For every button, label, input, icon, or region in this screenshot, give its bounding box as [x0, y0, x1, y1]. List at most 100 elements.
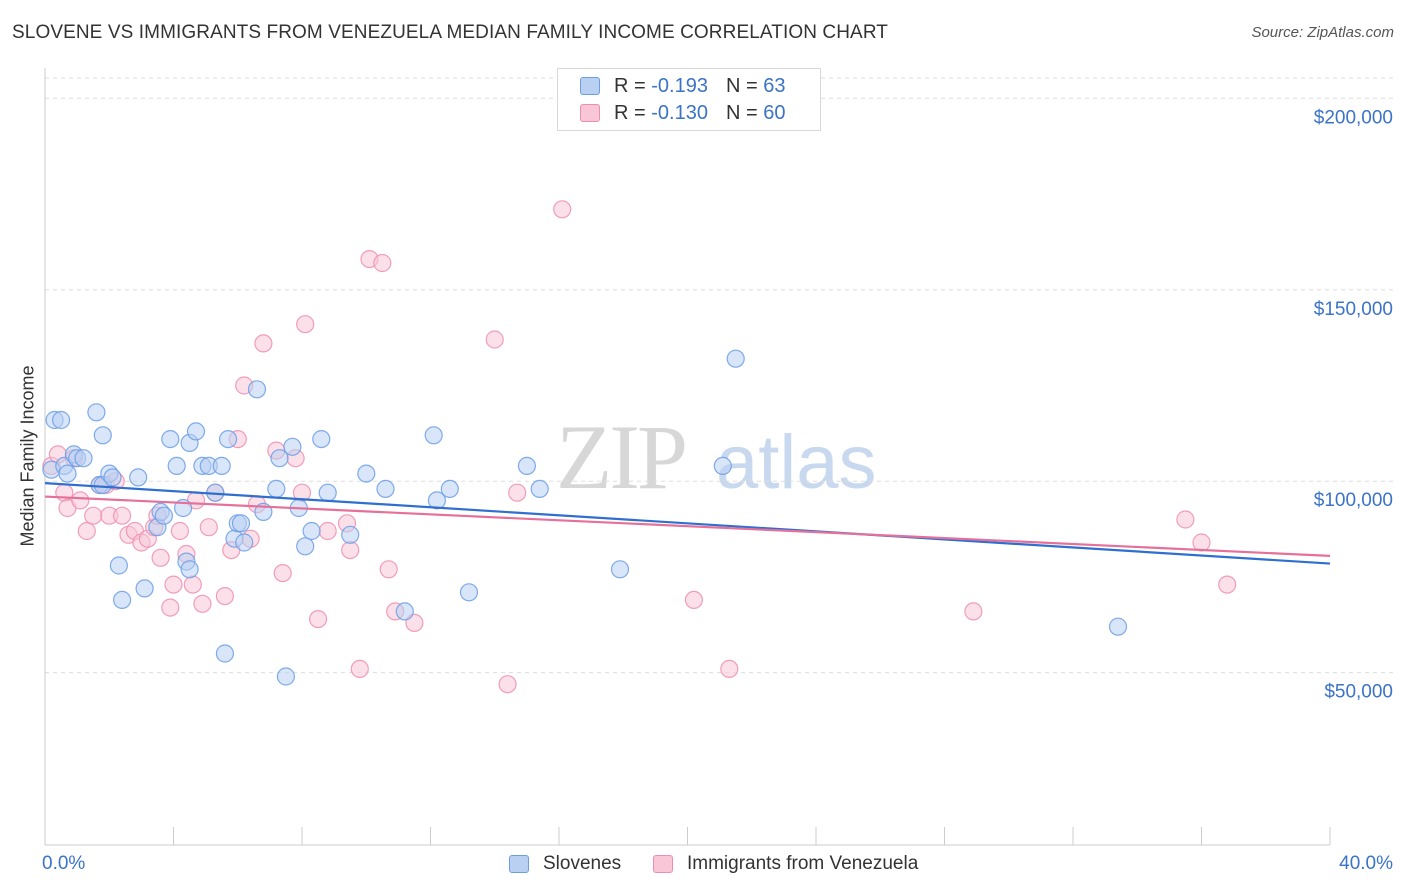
slovene-point — [219, 430, 238, 449]
n-value: 60 — [763, 101, 786, 124]
venezuela-point — [84, 506, 103, 525]
chart-title: SLOVENE VS IMMIGRANTS FROM VENEZUELA MED… — [12, 22, 889, 43]
venezuela-point — [684, 590, 704, 610]
venezuela-point — [183, 575, 202, 594]
venezuela-point — [71, 491, 90, 510]
watermark: ZIP atlas — [556, 406, 877, 508]
legend-row-slovenes: R = -0.193 N = 63 — [580, 74, 785, 98]
x-tick-label-min: 0.0% — [42, 853, 85, 874]
slovene-point — [215, 644, 234, 663]
venezuela-point — [350, 659, 369, 679]
venezuela-point — [498, 675, 517, 694]
venezuela-point — [373, 253, 392, 273]
r-value: -0.130 — [651, 101, 708, 124]
slovene-point — [341, 525, 360, 544]
venezuela-point — [964, 602, 983, 621]
venezuela-point — [318, 521, 337, 541]
venezuela-point — [254, 334, 273, 353]
venezuela-swatch — [580, 104, 600, 122]
n-label: N = — [725, 74, 758, 97]
source-label[interactable]: Source: ZipAtlas.com — [1251, 24, 1394, 41]
x-tick-label-max: 40.0% — [1339, 853, 1393, 874]
venezuela-swatch — [653, 855, 673, 873]
slovene-point — [109, 556, 129, 575]
venezuela-point — [1192, 533, 1211, 552]
slovene-point — [357, 464, 376, 483]
slovene-point — [713, 456, 732, 475]
slovene-point — [180, 560, 199, 579]
slovene-point — [283, 437, 302, 456]
series-slovenes-points — [42, 349, 1128, 686]
y-tick-label: $100,000 — [1314, 490, 1393, 511]
slovene-point — [212, 456, 231, 475]
slovene-point — [1108, 617, 1128, 636]
venezuela-point — [170, 521, 189, 541]
slovene-point — [424, 426, 443, 445]
venezuela-point — [485, 330, 504, 349]
x-tick-labels: 0.0% 40.0% — [42, 853, 1393, 874]
venezuela-point — [720, 659, 739, 679]
slovene-point — [93, 426, 112, 445]
slovene-point — [395, 602, 414, 621]
venezuela-point — [193, 594, 212, 613]
n-label: N = — [725, 101, 758, 124]
axes — [44, 68, 1331, 846]
slovene-point — [312, 430, 331, 449]
slovene-point — [167, 456, 186, 475]
n-value: 63 — [763, 74, 786, 97]
slovene-point — [726, 349, 745, 368]
venezuela-point — [309, 609, 328, 629]
legend-item-venezuela[interactable]: Immigrants from Venezuela — [653, 852, 918, 876]
slovene-point — [459, 583, 479, 602]
r-label: R = — [614, 101, 646, 124]
slovene-point — [302, 521, 321, 541]
slovene-point — [51, 410, 71, 430]
r-label: R = — [614, 74, 646, 97]
watermark-zip: ZIP — [556, 406, 685, 508]
slovene-point — [610, 560, 630, 579]
trend-line-slovenes — [44, 482, 1331, 565]
trend-lines — [44, 482, 1331, 565]
legend-item-slovenes[interactable]: Slovenes — [509, 852, 621, 876]
slovene-point — [154, 506, 173, 525]
slovene-point — [247, 380, 267, 399]
y-tick-label: $200,000 — [1314, 107, 1393, 128]
slovene-point — [235, 533, 254, 552]
legend-row-venezuela: R = -0.130 N = 60 — [580, 101, 785, 125]
slovene-point — [231, 514, 251, 533]
venezuela-point — [164, 575, 183, 594]
slovene-point — [270, 449, 289, 468]
slovene-point — [517, 456, 537, 475]
legend-label-slovenes: Slovenes — [543, 853, 622, 874]
y-tick-labels: $50,000 $100,000 $150,000 $200,000 — [1314, 107, 1393, 702]
venezuela-point — [553, 200, 572, 219]
slovene-point — [103, 468, 122, 487]
slovene-point — [440, 479, 459, 498]
slovene-point — [112, 590, 132, 610]
venezuela-point — [161, 598, 180, 617]
venezuela-point — [151, 548, 170, 567]
y-tick-label: $50,000 — [1324, 682, 1393, 703]
slovene-point — [267, 479, 286, 498]
venezuela-point — [215, 586, 234, 606]
slovene-point — [186, 422, 206, 441]
venezuela-point — [341, 540, 360, 560]
venezuela-point — [296, 315, 315, 334]
slovene-point — [58, 464, 77, 483]
slovenes-swatch — [580, 77, 600, 95]
slovene-point — [276, 667, 295, 686]
slovene-point — [74, 449, 93, 468]
slovene-point — [161, 430, 180, 449]
venezuela-point — [77, 521, 96, 541]
slovene-point — [135, 579, 154, 598]
slovene-point — [376, 479, 395, 498]
slovene-point — [318, 483, 337, 502]
y-tick-label: $150,000 — [1314, 299, 1393, 320]
stats-legend: R = -0.193 N = 63 R = -0.130 N = 60 — [557, 68, 821, 131]
venezuela-point — [379, 560, 398, 579]
slovene-point — [296, 537, 315, 556]
venezuela-point — [112, 506, 132, 525]
slovene-point — [87, 403, 106, 422]
slovene-point — [427, 491, 446, 510]
